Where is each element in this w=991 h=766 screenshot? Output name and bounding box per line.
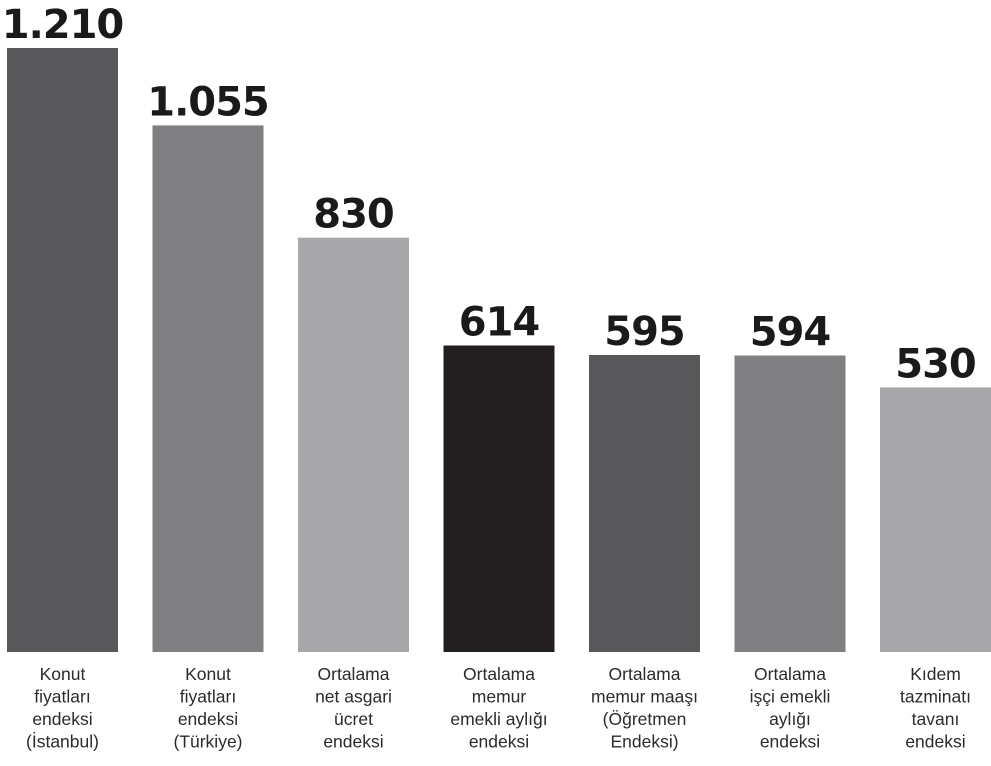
category-label-line: endeksi [760, 732, 820, 752]
category-label-3: Ortalama net asgari ücret endeksi [315, 664, 392, 752]
category-label-5: Ortalama memur maaşı (Öğretmen Endeksi) [591, 664, 698, 752]
category-label-7: Kıdem tazminatı tavanı endeksi [900, 664, 971, 752]
category-label-line: memur maaşı [591, 687, 698, 707]
category-label-line: Ortalama [318, 664, 390, 684]
category-label-1: Konut fiyatları endeksi (İstanbul) [26, 664, 99, 752]
category-label-line: tavanı [912, 709, 960, 729]
bar-5 [589, 355, 700, 652]
category-label-line: Kıdem [910, 664, 961, 684]
category-label-line: Konut [185, 664, 231, 684]
category-label-line: (İstanbul) [26, 732, 99, 752]
category-label-line: (Türkiye) [173, 732, 242, 752]
category-label-line: net asgari [315, 687, 392, 707]
category-label-line: endeksi [32, 709, 92, 729]
bars-group [7, 48, 991, 652]
category-label-line: emekli aylığı [450, 709, 547, 729]
category-label-line: tazminatı [900, 687, 971, 707]
value-label-5: 595 [604, 309, 685, 355]
category-label-6: Ortalama işçi emekli aylığı endeksi [750, 664, 831, 752]
category-label-line: endeksi [905, 732, 965, 752]
category-label-line: Ortalama [609, 664, 681, 684]
bar-4 [443, 345, 555, 652]
category-label-line: Ortalama [754, 664, 826, 684]
bar-3 [298, 237, 409, 652]
category-label-4: Ortalama memur emekli aylığı endeksi [450, 664, 547, 752]
category-label-2: Konut fiyatları endeksi (Türkiye) [173, 664, 242, 752]
category-label-line: endeksi [323, 732, 383, 752]
value-label-2: 1.055 [147, 79, 269, 125]
category-label-line: ücret [334, 709, 373, 729]
category-label-line: Konut [40, 664, 86, 684]
bar-2 [152, 125, 264, 652]
value-label-4: 614 [459, 300, 540, 346]
category-label-line: fiyatları [34, 687, 90, 707]
category-label-line: Ortalama [463, 664, 535, 684]
category-label-line: fiyatları [180, 687, 236, 707]
category-label-line: endeksi [469, 732, 529, 752]
category-label-line: memur [472, 687, 527, 707]
value-label-6: 594 [750, 310, 831, 356]
bar-1 [7, 48, 118, 652]
value-label-1: 1.210 [2, 2, 124, 48]
category-label-line: (Öğretmen [603, 709, 687, 729]
category-label-line: işçi emekli [750, 687, 831, 707]
value-label-3: 830 [313, 192, 394, 238]
bar-7 [880, 387, 991, 652]
value-labels-group: 1.210 1.055 830 614 595 594 530 [2, 2, 977, 387]
category-label-line: endeksi [178, 709, 238, 729]
bar-6 [734, 355, 846, 652]
category-label-line: aylığı [769, 709, 811, 729]
category-label-line: Endeksi) [610, 732, 678, 752]
value-label-7: 530 [895, 341, 976, 387]
category-labels-group: Konut fiyatları endeksi (İstanbul)Konut fiya… [26, 664, 971, 752]
